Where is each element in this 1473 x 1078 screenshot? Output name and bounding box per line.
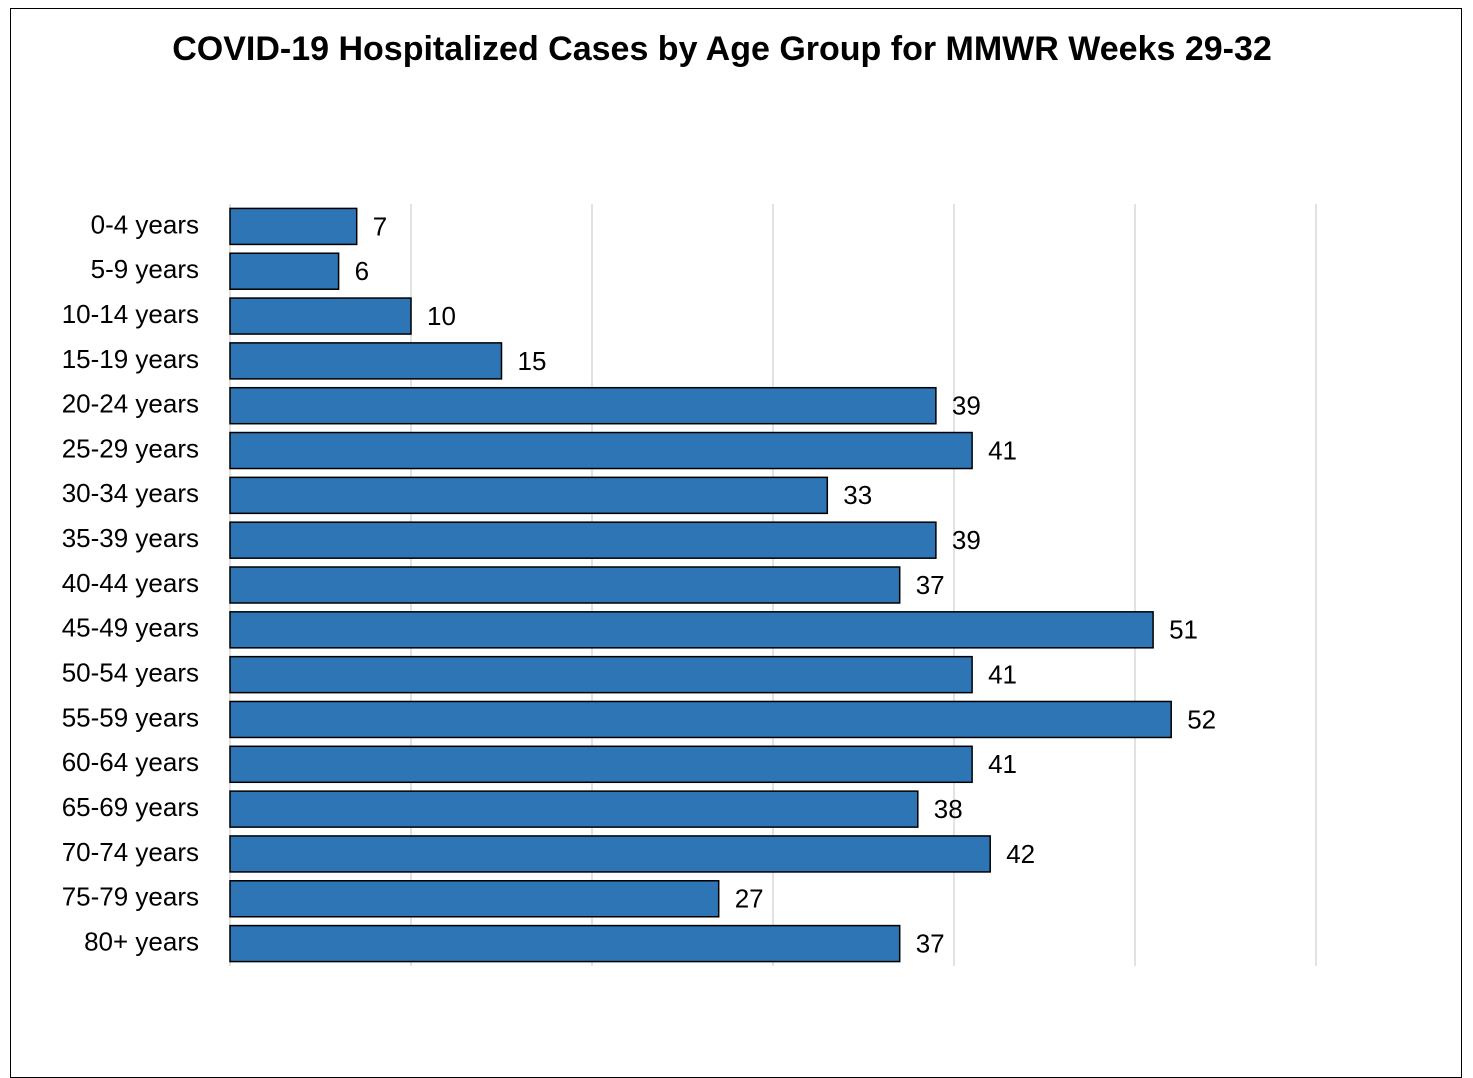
bar — [229, 835, 991, 873]
bar — [229, 476, 829, 515]
bar — [229, 566, 901, 604]
y-tick-label: 65-69 years — [62, 792, 199, 822]
bar — [229, 521, 937, 559]
y-tick-label: 75-79 years — [62, 882, 199, 912]
data-label: 42 — [1006, 839, 1035, 869]
data-label: 51 — [1169, 615, 1198, 645]
data-label: 52 — [1187, 704, 1216, 734]
bar — [229, 924, 901, 963]
bar — [229, 252, 340, 290]
data-label: 41 — [988, 435, 1017, 465]
bar — [229, 297, 412, 335]
bar — [229, 790, 919, 828]
y-tick-label: 55-59 years — [62, 702, 199, 732]
data-label: 41 — [988, 660, 1017, 690]
y-tick-label: 60-64 years — [62, 747, 199, 777]
y-tick-label: 50-54 years — [62, 658, 199, 688]
y-tick-label: 35-39 years — [62, 523, 199, 553]
bar — [229, 880, 720, 918]
data-label: 41 — [988, 749, 1017, 779]
data-label: 38 — [934, 794, 963, 824]
data-label: 10 — [427, 301, 456, 331]
bar — [229, 611, 1154, 649]
y-tick-label: 40-44 years — [62, 568, 199, 598]
y-tick-label: 80+ years — [84, 926, 199, 956]
bar — [229, 700, 1172, 739]
chart-title: COVID-19 Hospitalized Cases by Age Group… — [172, 30, 1272, 68]
y-tick-label: 5-9 years — [91, 254, 199, 284]
data-label: 37 — [916, 928, 945, 958]
data-label: 15 — [518, 346, 547, 376]
bar — [229, 207, 358, 246]
y-tick-label: 70-74 years — [62, 837, 199, 867]
y-tick-label: 15-19 years — [62, 344, 199, 374]
data-label: 33 — [843, 480, 872, 510]
data-label: 39 — [952, 391, 981, 421]
bar — [229, 431, 973, 470]
data-label: 37 — [916, 570, 945, 600]
y-tick-label: 30-34 years — [62, 478, 199, 508]
y-tick-label: 10-14 years — [62, 299, 199, 329]
y-tick-label: 0-4 years — [91, 209, 199, 239]
data-label: 6 — [355, 256, 369, 286]
y-tick-label: 25-29 years — [62, 433, 199, 463]
bar — [229, 386, 937, 425]
bar — [229, 655, 973, 694]
data-label: 27 — [735, 884, 764, 914]
bar — [229, 745, 973, 784]
data-label: 7 — [373, 211, 387, 241]
y-tick-label: 20-24 years — [62, 389, 199, 419]
bar — [229, 342, 503, 380]
y-tick-label: 45-49 years — [62, 613, 199, 643]
data-label: 39 — [952, 525, 981, 555]
